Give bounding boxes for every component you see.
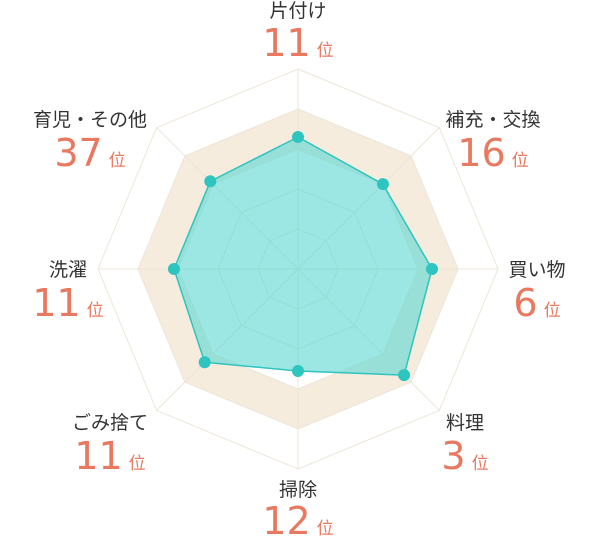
axis-label-5: 掃除: [279, 479, 317, 501]
data-point-1: [292, 131, 304, 143]
axis-label-8: 育児・その他: [33, 109, 147, 131]
rank-value-5: 12 位: [262, 499, 333, 540]
rank-number: 12: [262, 499, 310, 540]
rank-unit: 位: [512, 151, 529, 171]
rank-number: 11: [262, 21, 310, 65]
rank-unit: 位: [317, 41, 334, 61]
data-point-8: [204, 175, 217, 188]
axis-label-2: 補充・交換: [445, 109, 540, 131]
rank-number: 11: [74, 434, 122, 478]
rank-unit: 位: [129, 454, 146, 474]
rank-number: 3: [441, 434, 465, 478]
axis-label-7: 洗濯: [49, 259, 87, 281]
data-point-4: [398, 369, 411, 382]
rank-number: 6: [513, 281, 537, 325]
axis-label-4: 料理: [446, 412, 484, 434]
axis-label-6: ごみ捨て: [72, 412, 148, 434]
rank-number: 11: [32, 281, 80, 325]
rank-unit: 位: [472, 454, 489, 474]
axis-label-1: 片付け: [269, 0, 326, 22]
rank-value-6: 11 位: [74, 434, 145, 478]
data-point-6: [198, 356, 211, 369]
rank-value-2: 16 位: [457, 131, 528, 175]
data-point-3: [426, 263, 438, 275]
data-point-5: [292, 365, 304, 377]
rank-unit: 位: [317, 519, 334, 539]
axis-label-3: 買い物: [508, 259, 565, 281]
rank-unit: 位: [87, 301, 104, 321]
rank-number: 16: [457, 131, 505, 175]
data-point-2: [376, 178, 389, 191]
data-point-7: [168, 263, 180, 275]
rank-unit: 位: [109, 151, 126, 171]
rank-value-1: 11 位: [262, 21, 333, 65]
rank-value-7: 11 位: [32, 281, 103, 325]
rank-value-8: 37 位: [54, 131, 125, 175]
rank-number: 37: [54, 131, 102, 175]
radar-series: [168, 131, 438, 382]
rank-unit: 位: [544, 301, 561, 321]
